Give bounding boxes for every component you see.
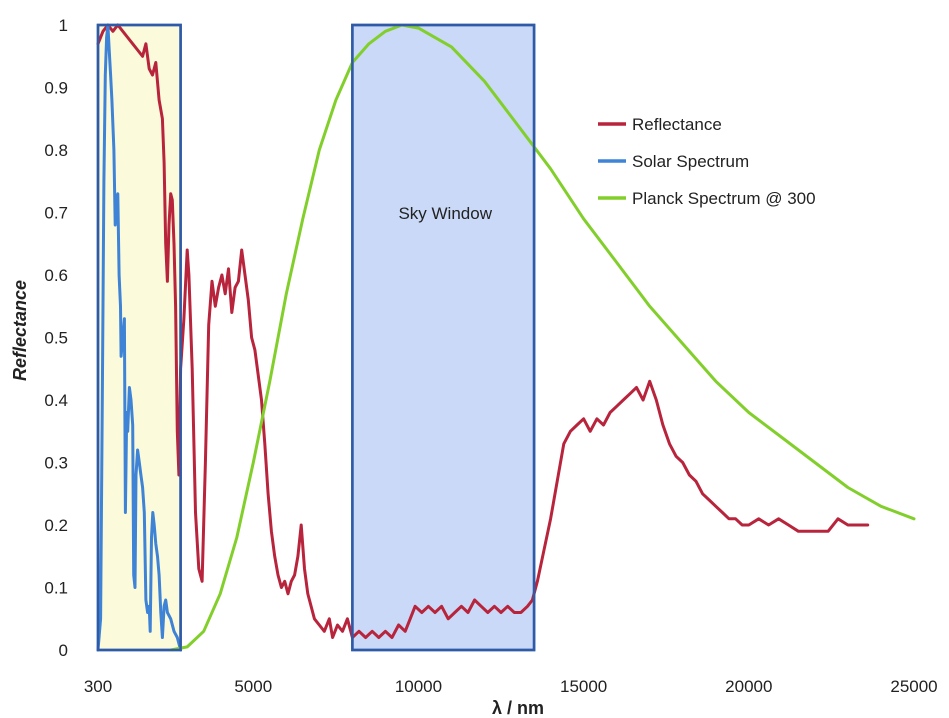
series-line-solar-spectrum [96, 23, 183, 652]
y-tick-label: 0.3 [44, 454, 68, 473]
y-tick-label: 0.9 [44, 79, 68, 98]
y-axis-title: Reflectance [10, 280, 30, 381]
y-tick-label: 0.7 [44, 204, 68, 223]
legend-label-planck-spectrum-300: Planck Spectrum @ 300 [632, 189, 816, 208]
y-tick-label: 0.5 [44, 329, 68, 348]
y-tick-label: 0.4 [44, 391, 68, 410]
x-tick-label: 20000 [725, 677, 772, 696]
x-tick-label: 10000 [395, 677, 442, 696]
axes-layer: 0 0.1 0.2 0.3 0.4 0.5 0.6 0.7 0.8 0.9 1 300 5000 1000… [10, 16, 938, 718]
y-tick-label: 0.8 [44, 141, 68, 160]
legend: Reflectance Solar Spectrum Planck Spectrum… [598, 115, 816, 208]
x-tick-label: 5000 [234, 677, 272, 696]
x-tick-label: 15000 [560, 677, 607, 696]
x-tick-label: 25000 [890, 677, 937, 696]
y-tick-label: 0.2 [44, 516, 68, 535]
legend-label-reflectance: Reflectance [632, 115, 722, 134]
y-tick-label: 0 [59, 641, 68, 660]
regions-layer [96, 23, 536, 652]
solar-band-border [96, 23, 182, 652]
annotations-layer: Sky Window [398, 204, 492, 223]
legend-label-solar-spectrum: Solar Spectrum [632, 152, 749, 171]
y-tick-label: 1 [59, 16, 68, 35]
y-tick-label: 0.1 [44, 579, 68, 598]
series-line-reflectance [96, 23, 870, 639]
x-tick-label: 300 [84, 677, 112, 696]
solar-band-region [96, 23, 182, 652]
y-tick-label: 0.6 [44, 266, 68, 285]
sky-window-label: Sky Window [398, 204, 492, 223]
sky-window-region [351, 23, 536, 652]
x-axis-title: λ / nm [492, 698, 544, 718]
series-line-planck-spectrum-300 [169, 23, 916, 652]
sky-window-border [351, 23, 536, 652]
series-layer [96, 23, 916, 652]
